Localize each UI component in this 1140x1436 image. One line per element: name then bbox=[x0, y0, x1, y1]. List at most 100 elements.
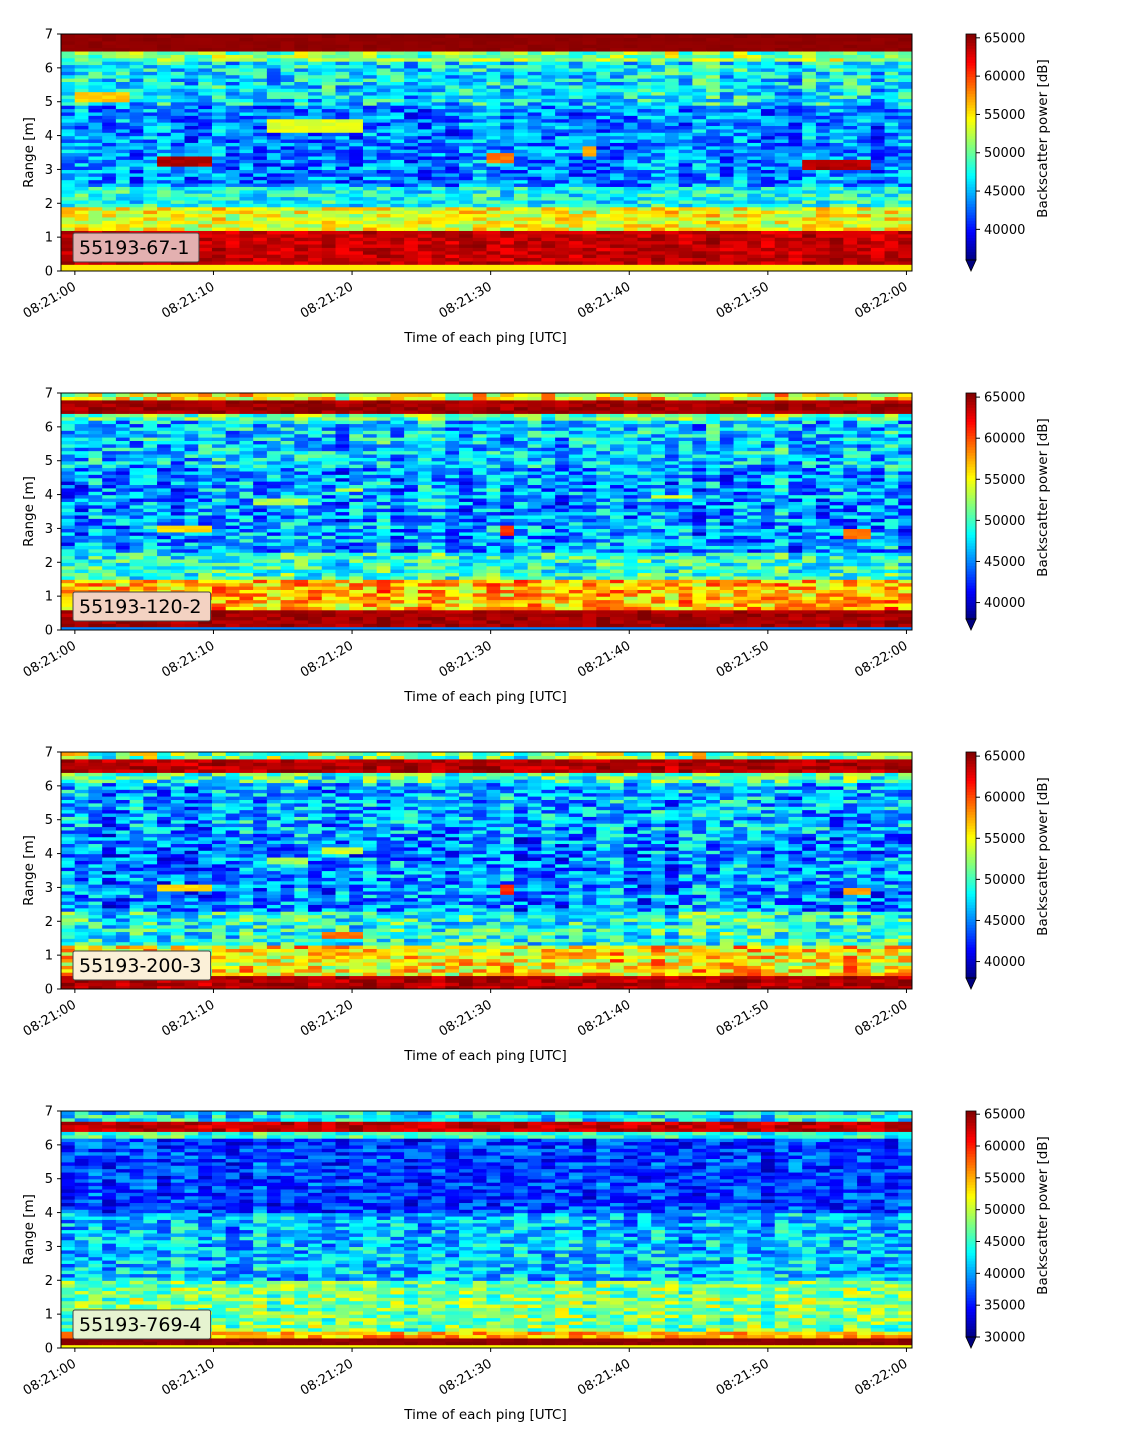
heatmap-cell bbox=[102, 514, 117, 519]
heatmap-cell bbox=[88, 50, 103, 55]
heatmap-cell bbox=[719, 169, 735, 174]
heatmap-cell bbox=[115, 437, 131, 441]
heatmap-cell bbox=[884, 132, 899, 137]
heatmap-cell bbox=[802, 176, 817, 181]
heatmap-cell bbox=[170, 220, 186, 225]
heatmap-cell bbox=[472, 169, 488, 174]
colorbar-step bbox=[966, 39, 976, 44]
heatmap-cell bbox=[555, 226, 570, 231]
heatmap-cell bbox=[541, 254, 556, 259]
heatmap-cell bbox=[390, 237, 405, 242]
heatmap-cell bbox=[198, 94, 213, 99]
heatmap-cell bbox=[870, 172, 886, 177]
heatmap-cell bbox=[829, 57, 844, 62]
heatmap-cell bbox=[486, 118, 501, 123]
heatmap-cell bbox=[431, 108, 446, 113]
heatmap-cell bbox=[225, 186, 241, 191]
heatmap-cell bbox=[898, 172, 912, 177]
heatmap-cell bbox=[500, 57, 515, 62]
heatmap-cell bbox=[802, 40, 817, 45]
heatmap-cell bbox=[266, 179, 282, 184]
heatmap-cell bbox=[870, 223, 886, 228]
heatmap-cell bbox=[61, 613, 76, 618]
heatmap-cell bbox=[308, 108, 323, 113]
heatmap-cell bbox=[596, 122, 611, 127]
heatmap-cell bbox=[857, 111, 872, 116]
heatmap-cell bbox=[431, 118, 446, 123]
heatmap-cell bbox=[747, 206, 762, 211]
heatmap-cell bbox=[857, 240, 872, 245]
colorbar-step bbox=[966, 163, 976, 168]
heatmap-cell bbox=[678, 226, 693, 231]
heatmap-cell bbox=[500, 149, 515, 154]
heatmap-cell bbox=[870, 254, 886, 259]
heatmap-cell bbox=[362, 105, 378, 110]
heatmap-cell bbox=[513, 47, 529, 52]
heatmap-cell bbox=[486, 128, 501, 133]
heatmap-cell bbox=[610, 111, 625, 116]
heatmap-cell bbox=[74, 44, 90, 49]
heatmap-cell bbox=[857, 254, 872, 259]
heatmap-cell bbox=[829, 98, 844, 103]
heatmap-cell bbox=[541, 240, 556, 245]
heatmap-cell bbox=[266, 138, 282, 143]
heatmap-cell bbox=[225, 220, 241, 225]
heatmap-cell bbox=[88, 88, 103, 93]
heatmap-cell bbox=[445, 267, 460, 271]
heatmap-cell bbox=[829, 267, 844, 271]
heatmap-cell bbox=[884, 220, 899, 225]
heatmap-cell bbox=[610, 94, 625, 99]
heatmap-cell bbox=[170, 108, 186, 113]
heatmap-cell bbox=[610, 47, 625, 52]
heatmap-cell bbox=[184, 149, 199, 154]
heatmap-cell bbox=[417, 216, 433, 221]
colorbar-step bbox=[966, 56, 976, 61]
heatmap-cell bbox=[843, 206, 858, 211]
heatmap-cell bbox=[555, 182, 570, 187]
heatmap-cell bbox=[376, 240, 392, 245]
heatmap-cell bbox=[843, 196, 858, 201]
heatmap-cell bbox=[582, 189, 597, 194]
heatmap-cell bbox=[225, 81, 241, 86]
heatmap-cell bbox=[88, 260, 103, 265]
heatmap-cell bbox=[555, 64, 570, 69]
heatmap-cell bbox=[129, 558, 144, 563]
heatmap-cell bbox=[308, 67, 323, 72]
heatmap-cell bbox=[459, 179, 474, 184]
colorbar-step bbox=[966, 254, 976, 258]
heatmap-cell bbox=[61, 88, 76, 93]
heatmap-cell bbox=[321, 71, 337, 76]
heatmap-cell bbox=[294, 220, 309, 225]
heatmap-cell bbox=[898, 78, 912, 82]
heatmap-cell bbox=[362, 145, 378, 150]
heatmap-cell bbox=[541, 142, 556, 147]
heatmap-cell bbox=[115, 132, 131, 137]
heatmap-cell bbox=[115, 619, 131, 624]
heatmap-cell bbox=[678, 267, 693, 271]
heatmap-cell bbox=[280, 193, 295, 198]
heatmap-cell bbox=[349, 61, 364, 66]
heatmap-cell bbox=[898, 179, 912, 184]
heatmap-cell bbox=[582, 257, 597, 262]
heatmap-cell bbox=[788, 240, 803, 245]
heatmap-cell bbox=[102, 558, 117, 563]
heatmap-cell bbox=[266, 57, 282, 62]
heatmap-cell bbox=[417, 267, 433, 271]
heatmap-cell bbox=[211, 203, 227, 208]
heatmap-cell bbox=[857, 172, 872, 177]
heatmap-cell bbox=[349, 125, 364, 130]
heatmap-cell bbox=[321, 78, 337, 82]
heatmap-cell bbox=[321, 125, 337, 130]
heatmap-cell bbox=[843, 166, 858, 171]
heatmap-cell bbox=[527, 240, 543, 245]
heatmap-cell bbox=[637, 196, 652, 201]
heatmap-cell bbox=[294, 267, 309, 271]
heatmap-cell bbox=[61, 250, 76, 255]
heatmap-cell bbox=[321, 216, 337, 221]
heatmap-cell bbox=[472, 105, 488, 110]
heatmap-cell bbox=[321, 230, 337, 235]
heatmap-cell bbox=[102, 206, 117, 211]
heatmap-cell bbox=[308, 54, 323, 59]
heatmap-cell bbox=[417, 264, 433, 269]
heatmap-cell bbox=[486, 162, 501, 167]
